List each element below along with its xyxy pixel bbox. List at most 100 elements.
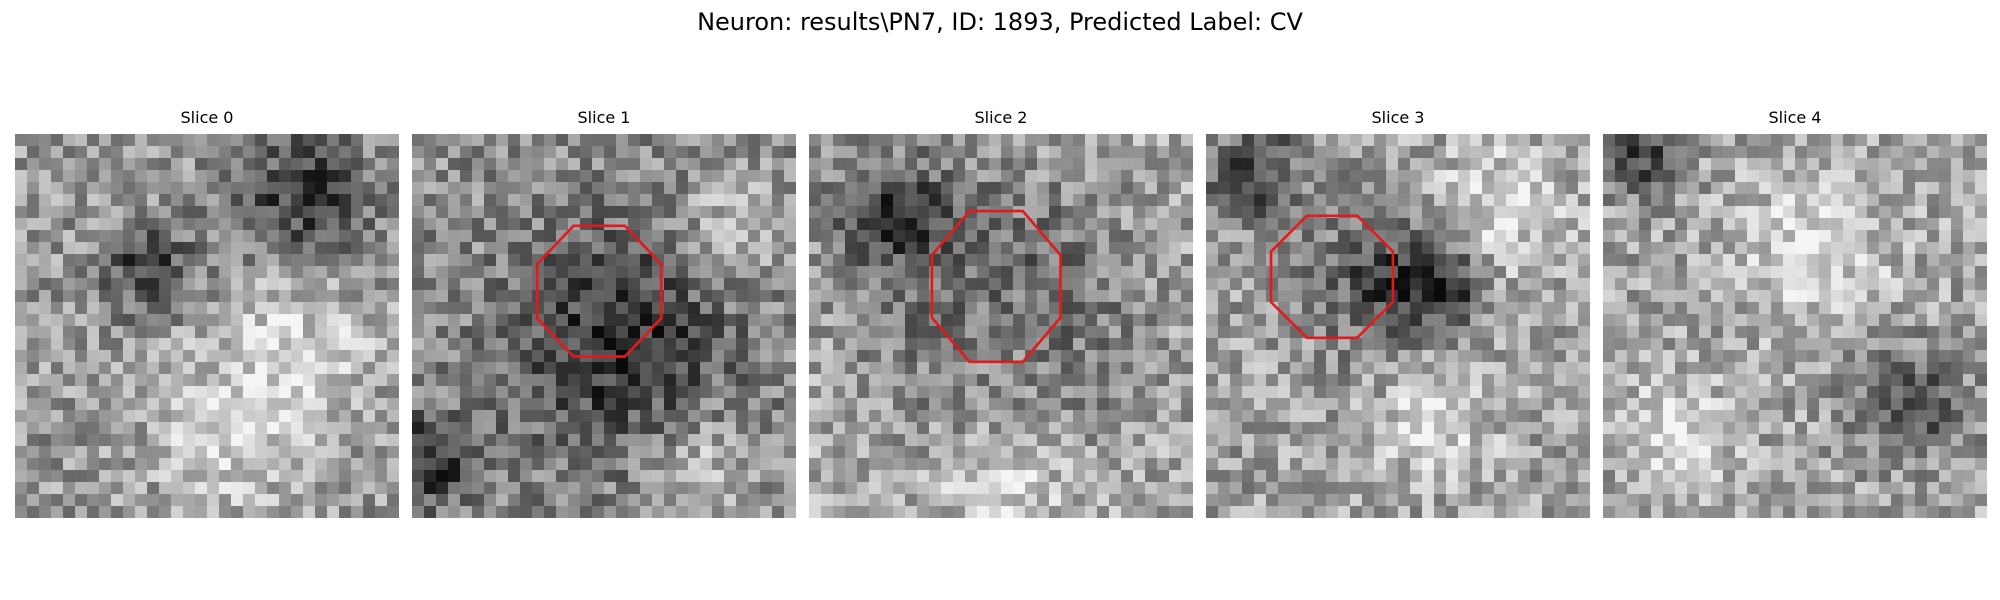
pixel-cell (1711, 326, 1724, 339)
pixel-cell (953, 494, 966, 507)
pixel-cell (1266, 386, 1279, 399)
pixel-cell (1747, 362, 1760, 375)
pixel-cell (1097, 182, 1110, 195)
pixel-cell (700, 278, 713, 291)
pixel-cell (1278, 470, 1291, 483)
pixel-cell (87, 158, 100, 171)
pixel-cell (279, 434, 292, 447)
pixel-cell (1603, 362, 1616, 375)
pixel-cell (51, 278, 64, 291)
pixel-cell (1181, 506, 1193, 518)
pixel-cell (99, 446, 112, 459)
pixel-cell (905, 326, 918, 339)
pixel-cell (1482, 422, 1495, 435)
pixel-cell (171, 182, 184, 195)
pixel-cell (809, 278, 822, 291)
pixel-cell (1891, 230, 1904, 243)
pixel-cell (532, 230, 545, 243)
pixel-cell (676, 206, 689, 219)
pixel-cell (1963, 302, 1976, 315)
pixel-cell (412, 278, 425, 291)
pixel-cell (616, 494, 629, 507)
pixel-cell (1639, 182, 1652, 195)
pixel-cell (676, 434, 689, 447)
pixel-cell (448, 494, 461, 507)
pixel-cell (472, 482, 485, 495)
pixel-cell (748, 506, 761, 518)
pixel-cell (75, 470, 88, 483)
pixel-cell (628, 398, 641, 411)
pixel-cell (15, 146, 28, 159)
pixel-cell (1398, 302, 1411, 315)
pixel-cell (1266, 182, 1279, 195)
pixel-cell (1530, 458, 1543, 471)
pixel-cell (1302, 266, 1315, 279)
pixel-cell (905, 398, 918, 411)
pixel-cell (893, 386, 906, 399)
pixel-cell (845, 266, 858, 279)
pixel-cell (1639, 134, 1652, 147)
pixel-cell (1230, 230, 1243, 243)
pixel-cell (1169, 182, 1182, 195)
pixel-cell (724, 230, 737, 243)
pixel-cell (1651, 242, 1664, 255)
pixel-cell (724, 290, 737, 303)
pixel-cell (1097, 146, 1110, 159)
pixel-cell (1603, 194, 1616, 207)
pixel-cell (1639, 374, 1652, 387)
pixel-cell (1855, 134, 1868, 147)
pixel-cell (568, 182, 581, 195)
pixel-cell (724, 410, 737, 423)
pixel-cell (520, 398, 533, 411)
pixel-cell (63, 446, 76, 459)
pixel-cell (953, 290, 966, 303)
pixel-cell (303, 170, 316, 183)
pixel-cell (712, 230, 725, 243)
pixel-cell (1025, 374, 1038, 387)
pixel-cell (472, 458, 485, 471)
pixel-cell (604, 398, 617, 411)
pixel-cell (724, 146, 737, 159)
pixel-cell (929, 350, 942, 363)
pixel-cell (1759, 350, 1772, 363)
pixel-cell (1879, 398, 1892, 411)
pixel-cell (159, 194, 172, 207)
pixel-cell (1001, 182, 1014, 195)
pixel-cell (1446, 218, 1459, 231)
pixel-cell (267, 362, 280, 375)
pixel-cell (592, 458, 605, 471)
pixel-cell (1109, 362, 1122, 375)
pixel-cell (628, 458, 641, 471)
pixel-cell (700, 410, 713, 423)
pixel-cell (760, 398, 773, 411)
pixel-cell (291, 146, 304, 159)
pixel-cell (1434, 194, 1447, 207)
pixel-cell (604, 170, 617, 183)
pixel-cell (1747, 386, 1760, 399)
pixel-cell (1157, 446, 1170, 459)
pixel-cell (1097, 266, 1110, 279)
pixel-cell (123, 278, 136, 291)
pixel-cell (1242, 458, 1255, 471)
pixel-cell (1097, 494, 1110, 507)
pixel-cell (267, 266, 280, 279)
pixel-cell (845, 146, 858, 159)
pixel-cell (1927, 278, 1940, 291)
pixel-cell (1494, 422, 1507, 435)
pixel-cell (472, 146, 485, 159)
pixel-cell (1386, 206, 1399, 219)
pixel-cell (1747, 242, 1760, 255)
pixel-cell (1903, 398, 1916, 411)
pixel-cell (1879, 158, 1892, 171)
pixel-cell (1338, 398, 1351, 411)
pixel-cell (147, 482, 160, 495)
pixel-cell (472, 362, 485, 375)
pixel-cell (592, 146, 605, 159)
pixel-cell (207, 254, 220, 267)
pixel-cell (1566, 434, 1579, 447)
pixel-cell (821, 146, 834, 159)
pixel-cell (772, 386, 785, 399)
pixel-cell (965, 506, 978, 518)
pixel-cell (1446, 266, 1459, 279)
pixel-cell (1230, 446, 1243, 459)
